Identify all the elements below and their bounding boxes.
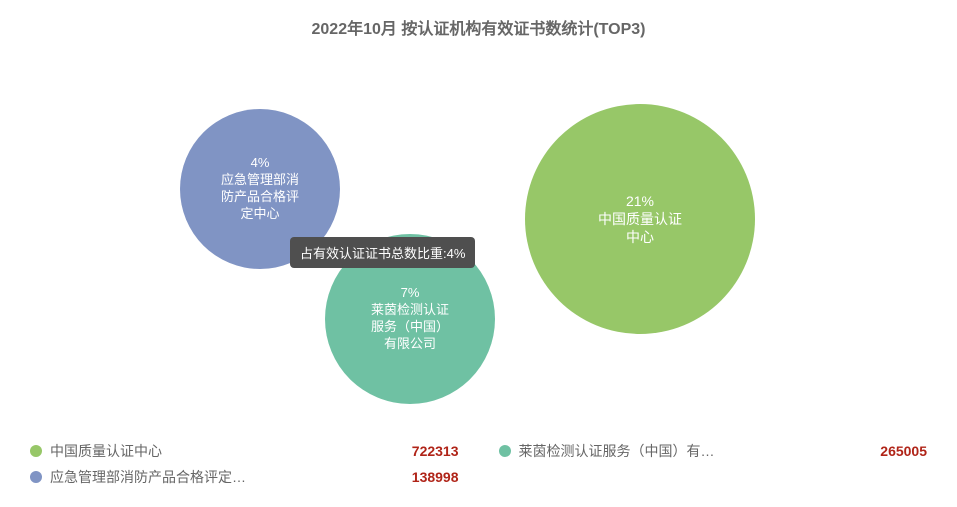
- legend-name: 莱茵检测认证服务（中国）有…: [519, 441, 715, 461]
- legend-item[interactable]: 莱茵检测认证服务（中国）有… 265005: [499, 441, 928, 461]
- legend-name: 应急管理部消防产品合格评定…: [50, 467, 246, 487]
- bubble-mem-label: 应急管理部消防产品合格评定中心: [211, 172, 309, 223]
- legend-value: 265005: [880, 443, 927, 459]
- chart-tooltip: 占有效认证证书总数比重:4%: [290, 237, 475, 268]
- bubble-mem-percent: 4%: [251, 155, 270, 172]
- bubble-tuv-label: 莱茵检测认证服务（中国）有限公司: [361, 302, 459, 353]
- legend-dot-icon: [499, 445, 511, 457]
- bubble-chart-area: 21% 中国质量认证中心 7% 莱茵检测认证服务（中国）有限公司 4% 应急管理…: [0, 39, 957, 419]
- legend: 中国质量认证中心 722313 莱茵检测认证服务（中国）有… 265005 应急…: [30, 441, 927, 487]
- legend-item[interactable]: 中国质量认证中心 722313: [30, 441, 459, 461]
- legend-item[interactable]: 应急管理部消防产品合格评定… 138998: [30, 467, 459, 487]
- legend-name: 中国质量认证中心: [50, 441, 162, 461]
- chart-title: 2022年10月 按认证机构有效证书数统计(TOP3): [0, 0, 957, 39]
- legend-value: 138998: [412, 469, 459, 485]
- bubble-tuv-percent: 7%: [401, 285, 420, 302]
- bubble-cqc-label: 中国质量认证中心: [588, 210, 692, 246]
- bubble-cqc-percent: 21%: [626, 192, 654, 210]
- bubble-cqc[interactable]: 21% 中国质量认证中心: [525, 104, 755, 334]
- legend-value: 722313: [412, 443, 459, 459]
- legend-dot-icon: [30, 445, 42, 457]
- legend-dot-icon: [30, 471, 42, 483]
